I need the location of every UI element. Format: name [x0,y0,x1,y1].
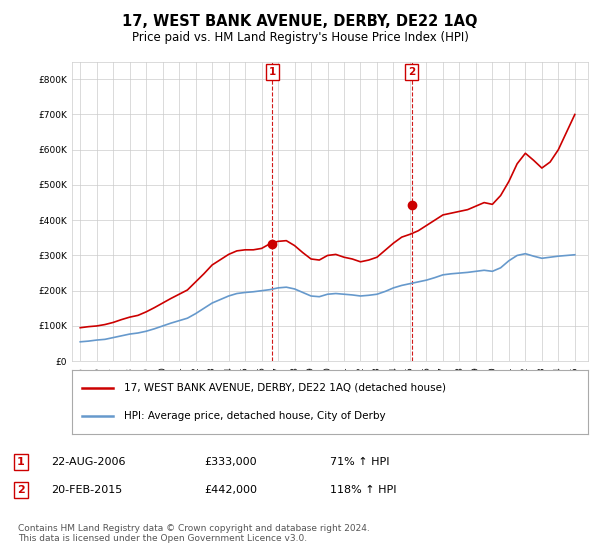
Text: 118% ↑ HPI: 118% ↑ HPI [330,485,397,495]
Text: 17, WEST BANK AVENUE, DERBY, DE22 1AQ: 17, WEST BANK AVENUE, DERBY, DE22 1AQ [122,14,478,29]
Text: 17, WEST BANK AVENUE, DERBY, DE22 1AQ (detached house): 17, WEST BANK AVENUE, DERBY, DE22 1AQ (d… [124,382,446,393]
Text: 1: 1 [269,67,276,77]
Text: 2: 2 [409,67,416,77]
Text: HPI: Average price, detached house, City of Derby: HPI: Average price, detached house, City… [124,411,385,421]
Text: 71% ↑ HPI: 71% ↑ HPI [330,457,389,467]
Text: 1: 1 [17,457,25,467]
Text: £442,000: £442,000 [204,485,257,495]
Text: Contains HM Land Registry data © Crown copyright and database right 2024.
This d: Contains HM Land Registry data © Crown c… [18,524,370,543]
Text: Price paid vs. HM Land Registry's House Price Index (HPI): Price paid vs. HM Land Registry's House … [131,31,469,44]
Text: 2: 2 [17,485,25,495]
Text: 22-AUG-2006: 22-AUG-2006 [51,457,125,467]
Text: 20-FEB-2015: 20-FEB-2015 [51,485,122,495]
Text: £333,000: £333,000 [204,457,257,467]
